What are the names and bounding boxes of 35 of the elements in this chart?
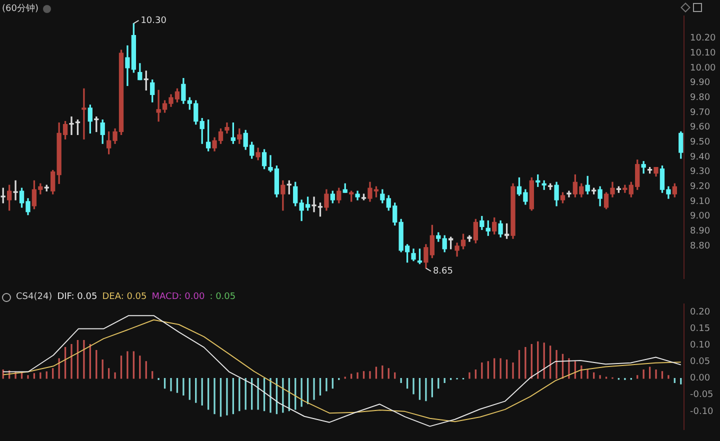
candlestick	[13, 180, 18, 200]
y-tick-label: 9.10	[690, 196, 710, 207]
text: MACD: 0.00	[152, 292, 205, 302]
annotation: 8.65	[432, 266, 453, 277]
y-tick-label: 0.20	[690, 308, 710, 318]
y-tick-label: 9.80	[690, 92, 710, 103]
y-tick-label: 9.70	[690, 108, 710, 118]
y-tick-label: 10.20	[690, 34, 716, 44]
text: DIF: 0.05	[57, 292, 98, 302]
text: DEA: 0.05	[102, 292, 147, 302]
y-tick-label: 9.20	[690, 182, 710, 192]
y-tick-label: 0.05	[690, 357, 710, 368]
y-tick-label: -0.05	[690, 390, 714, 400]
y-tick-label: 8.90	[690, 226, 710, 236]
y-tick-label: 8.80	[690, 241, 710, 252]
y-tick-label: 0.15	[690, 324, 710, 334]
y-tick-label: 9.00	[690, 212, 710, 222]
chart-title: CS4(24)	[16, 292, 52, 302]
y-tick-label: 10.00	[690, 63, 716, 74]
chart-title: (60分钟)	[2, 2, 38, 15]
y-tick-label: 9.50	[690, 137, 710, 148]
annotation: 10.30	[140, 16, 167, 26]
y-tick-label: -0.10	[690, 406, 714, 417]
candlestick	[566, 190, 572, 198]
text: : 0.05	[210, 292, 236, 302]
y-tick-label: 9.40	[690, 152, 710, 162]
candlestick	[69, 116, 74, 136]
candlestick	[312, 196, 316, 212]
y-tick-label: 0.10	[690, 340, 710, 351]
y-tick-label: 9.30	[690, 167, 710, 178]
y-tick-label: 9.60	[690, 122, 710, 133]
y-tick-label: 9.90	[690, 78, 710, 88]
candlestick	[82, 88, 86, 140]
y-tick-label: 0.00	[690, 374, 710, 384]
y-tick-label: 10.10	[690, 48, 716, 58]
